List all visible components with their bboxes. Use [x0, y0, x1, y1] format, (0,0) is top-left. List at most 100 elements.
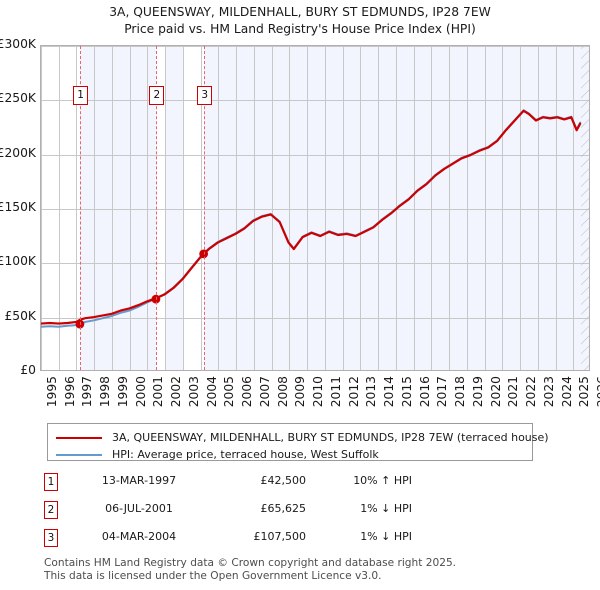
- sale-point-marker[interactable]: [151, 294, 161, 304]
- page-title: 3A, QUEENSWAY, MILDENHALL, BURY ST EDMUN…: [0, 4, 600, 38]
- gridline-vertical: [360, 46, 362, 370]
- x-axis-tick: 2011: [328, 376, 343, 408]
- x-axis-tick: 1998: [98, 376, 113, 408]
- gridline-vertical: [289, 46, 291, 370]
- gridline-vertical: [555, 46, 557, 370]
- chart-band: [165, 46, 183, 370]
- legend-color-swatch: [56, 436, 102, 439]
- gridline-vertical: [573, 46, 575, 370]
- x-axis-tick: 2016: [417, 376, 432, 408]
- gridline-horizontal: [41, 100, 589, 102]
- footer-attribution: Contains HM Land Registry data © Crown c…: [44, 557, 564, 582]
- gridline-vertical: [200, 46, 202, 370]
- gridline-vertical: [502, 46, 504, 370]
- transaction-row[interactable]: 1 13-MAR-1997 £42,500 10% ↑ HPI: [44, 470, 474, 498]
- gridline-vertical: [520, 46, 522, 370]
- gridline-vertical: [378, 46, 380, 370]
- x-axis-tick: 2017: [435, 376, 450, 408]
- x-axis-tick: 2008: [275, 376, 290, 408]
- legend-item: HPI: Average price, terraced house, West…: [48, 445, 379, 464]
- x-axis-tick: 2026: [595, 376, 600, 408]
- x-axis-tick: 2009: [293, 376, 308, 408]
- gridline-horizontal: [41, 209, 589, 210]
- x-axis-tick: 2005: [222, 376, 237, 408]
- sale-event-line: [156, 46, 158, 370]
- transaction-price: £107,500: [253, 530, 307, 543]
- gridline-vertical: [218, 46, 220, 370]
- gridline-vertical: [307, 46, 309, 370]
- x-axis-tick: 2018: [453, 376, 468, 408]
- sale-event-badge-2[interactable]: 2: [149, 86, 165, 105]
- transaction-index-badge: 1: [44, 473, 58, 491]
- sale-event-badge-3[interactable]: 3: [197, 86, 213, 105]
- gridline-vertical: [236, 46, 238, 370]
- gridline-vertical: [449, 46, 451, 370]
- gridline-vertical: [165, 46, 167, 370]
- chart-series-layer: [41, 109, 582, 329]
- sale-event-line: [204, 46, 206, 370]
- title-line-secondary: Price paid vs. HM Land Registry's House …: [124, 22, 476, 36]
- x-axis-tick: 2015: [399, 376, 414, 408]
- gridline-vertical: [466, 46, 468, 370]
- sale-point-marker[interactable]: [75, 319, 85, 329]
- x-axis-tick: 1995: [45, 376, 59, 408]
- transaction-hpi-delta: 1% ↓ HPI: [360, 502, 412, 515]
- x-axis-tick: 2000: [133, 376, 148, 408]
- gridline-vertical: [129, 46, 131, 370]
- gridline-horizontal: [41, 263, 589, 265]
- transaction-date: 06-JUL-2001: [105, 502, 173, 515]
- sale-point-marker[interactable]: [199, 249, 209, 259]
- price-history-chart[interactable]: 1 2 3: [40, 45, 590, 371]
- gridline-vertical: [76, 46, 78, 370]
- x-axis-tick: 1997: [80, 376, 95, 408]
- x-axis-tick: 2010: [311, 376, 326, 408]
- x-axis-tick: 2014: [382, 376, 397, 408]
- transactions-table: 1 13-MAR-1997 £42,500 10% ↑ HPI 2 06-JUL-2001…: [44, 470, 474, 554]
- x-axis-tick: 2023: [541, 376, 556, 408]
- y-axis-tick: £150K: [0, 200, 36, 214]
- gridline-vertical: [253, 46, 255, 370]
- legend-label: 3A, QUEENSWAY, MILDENHALL, BURY ST EDMUN…: [112, 431, 549, 444]
- x-axis-tick: 2001: [151, 376, 166, 408]
- transaction-row[interactable]: 3 04-MAR-2004 £107,500 1% ↓ HPI: [44, 526, 474, 554]
- transaction-date: 13-MAR-1997: [101, 474, 177, 487]
- sale-event-badge-1[interactable]: 1: [73, 86, 89, 105]
- x-axis-tick: 2019: [470, 376, 485, 408]
- x-axis-tick: 2013: [364, 376, 379, 408]
- gridline-vertical: [537, 46, 539, 370]
- transaction-row[interactable]: 2 06-JUL-2001 £65,625 1% ↓ HPI: [44, 498, 474, 526]
- x-axis-tick: 2007: [257, 376, 272, 408]
- transaction-date: 04-MAR-2004: [101, 530, 177, 543]
- title-line-primary: 3A, QUEENSWAY, MILDENHALL, BURY ST EDMUN…: [109, 5, 491, 19]
- legend-item: 3A, QUEENSWAY, MILDENHALL, BURY ST EDMUN…: [48, 428, 549, 447]
- x-axis-tick: 1999: [115, 376, 130, 408]
- transaction-index-badge: 2: [44, 501, 58, 519]
- gridline-vertical: [342, 46, 344, 370]
- transaction-price: £42,500: [260, 474, 307, 487]
- transaction-index-badge: 3: [44, 529, 58, 547]
- legend-label: HPI: Average price, terraced house, West…: [112, 448, 379, 461]
- x-axis-tick: 2020: [488, 376, 503, 408]
- gridline-vertical: [413, 46, 415, 370]
- x-axis-tick: 1996: [62, 376, 77, 408]
- gridline-vertical: [271, 46, 273, 370]
- gridline-vertical: [431, 46, 433, 370]
- y-axis-tick: £300K: [0, 37, 36, 51]
- y-axis-tick: £200K: [0, 145, 36, 160]
- x-axis-tick: 2021: [506, 376, 521, 408]
- gridline-vertical: [58, 46, 60, 370]
- gridline-vertical: [41, 46, 42, 370]
- y-axis-tick: £50K: [4, 308, 36, 323]
- x-axis-tick: 2004: [204, 376, 219, 408]
- chart-gridlines: [41, 46, 589, 370]
- gridline-horizontal: [41, 317, 589, 319]
- x-axis-tick: 2002: [169, 376, 184, 408]
- y-axis-tick: £250K: [0, 91, 36, 106]
- price-paid-line: [41, 109, 582, 325]
- footer-line-1: Contains HM Land Registry data © Crown c…: [44, 557, 457, 569]
- gridline-vertical: [484, 46, 486, 370]
- chart-legend: 3A, QUEENSWAY, MILDENHALL, BURY ST EDMUN…: [47, 423, 549, 464]
- y-axis-tick: £0: [20, 363, 36, 377]
- legend-color-swatch: [56, 453, 102, 456]
